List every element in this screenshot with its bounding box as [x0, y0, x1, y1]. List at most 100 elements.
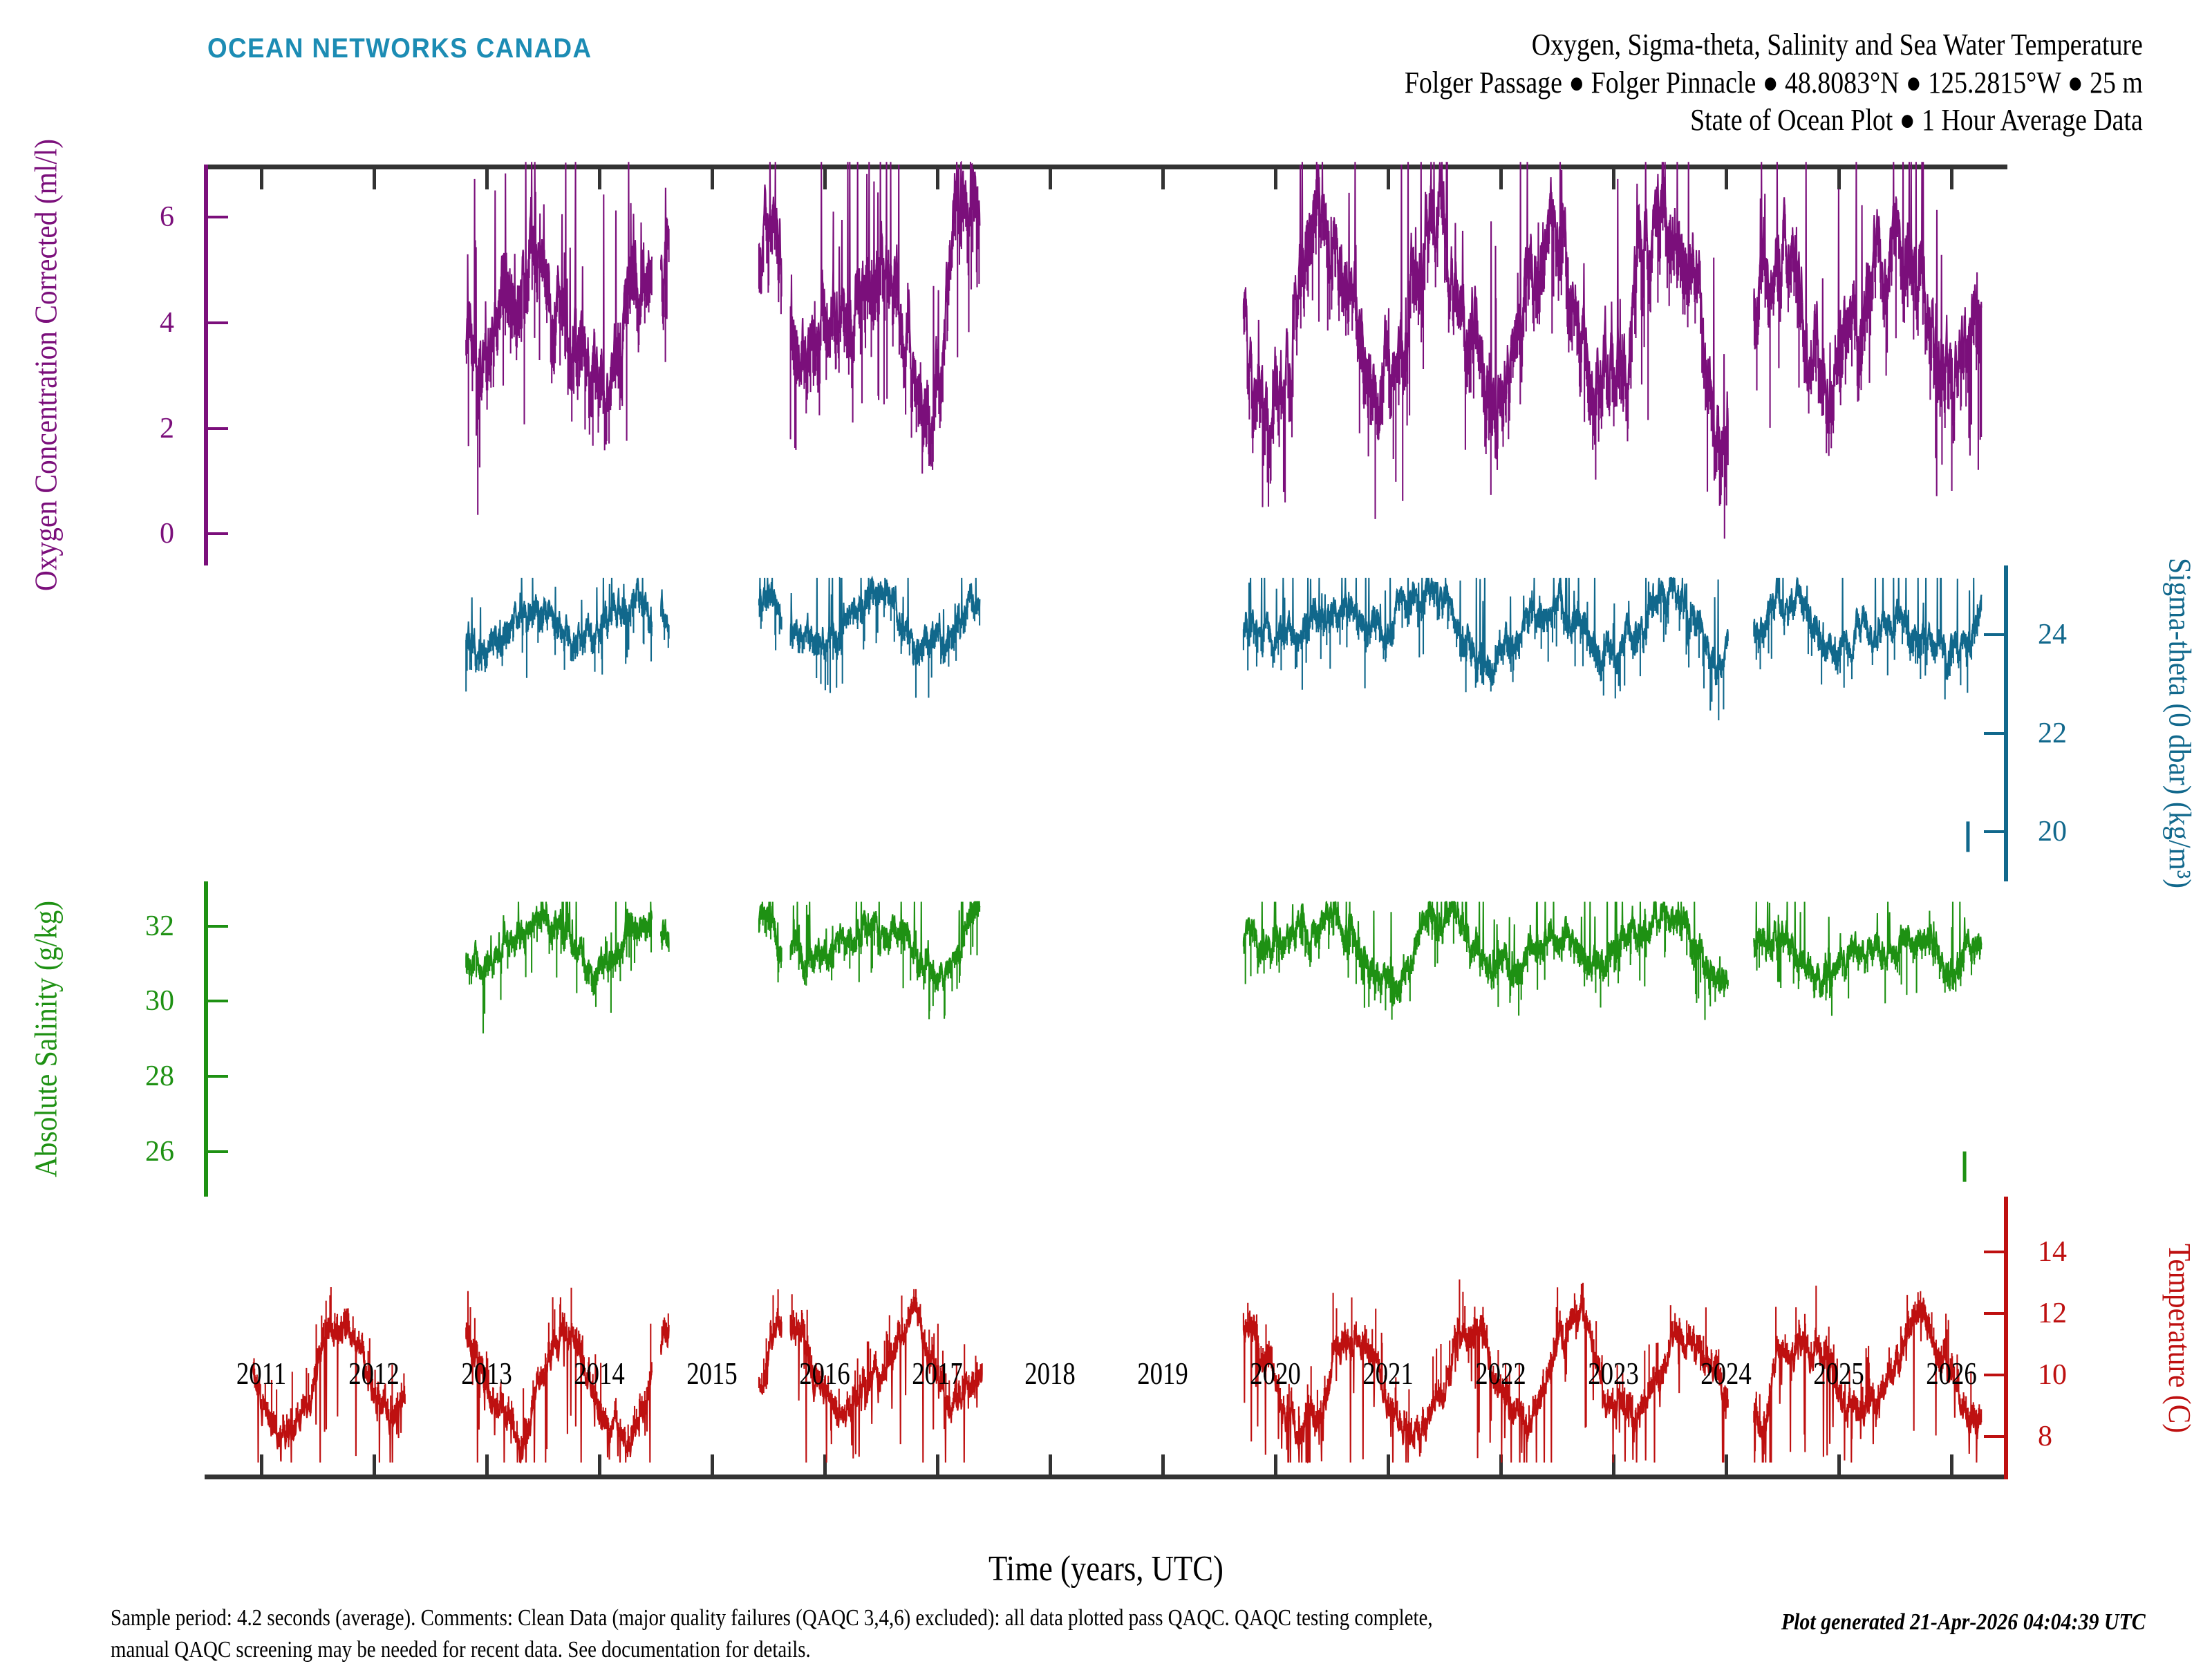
series-segment	[660, 589, 670, 648]
series-segment	[789, 575, 981, 698]
generated-timestamp: Plot generated 21-Apr-2026 04:04:39 UTC	[1781, 1609, 2146, 1635]
series-segment	[758, 162, 782, 315]
x-axis-tick	[597, 1454, 601, 1479]
axis-title: Temperature (C)	[2162, 1243, 2198, 1433]
x-axis-tick	[1273, 1454, 1277, 1479]
x-axis-tick	[1949, 1454, 1953, 1479]
x-axis-tick	[1949, 165, 1953, 189]
series-segment	[465, 1287, 653, 1463]
series-segment	[660, 187, 670, 362]
axis-title: Sigma-theta (0 dbar) (kg/m³)	[2162, 558, 2198, 889]
axis-tick	[205, 1000, 228, 1003]
x-axis-tick	[1837, 1454, 1841, 1479]
x-tick-label: 2011	[236, 1356, 286, 1391]
series-segment	[660, 919, 670, 952]
series-segment	[758, 901, 782, 983]
series-segment	[1753, 901, 1983, 1016]
series-segment	[465, 162, 653, 515]
axis-tick-label: 32	[145, 910, 174, 942]
series-segment	[789, 1289, 983, 1463]
x-axis-tick	[1611, 1454, 1615, 1479]
axis-tick-label: 6	[160, 201, 174, 234]
axis-spine	[204, 165, 208, 566]
x-axis-tick	[935, 1454, 939, 1479]
series-segment	[1242, 1279, 1729, 1463]
series-segment	[789, 901, 981, 1020]
axis-tick-label: 28	[145, 1060, 174, 1093]
x-axis-title: Time (years, UTC)	[988, 1549, 1224, 1589]
series-segment	[660, 1313, 670, 1355]
axis-spine	[2004, 565, 2008, 881]
axis-tick	[205, 1150, 228, 1153]
x-axis-tick	[935, 165, 939, 189]
x-tick-label: 2022	[1474, 1356, 1526, 1391]
axis-tick	[205, 532, 228, 536]
axis-title: Absolute Salinity (g/kg)	[28, 900, 64, 1177]
axis-tick	[1984, 1434, 2007, 1438]
page-title: Oxygen, Sigma-theta, Salinity and Sea Wa…	[1532, 28, 2143, 62]
x-tick-label: 2025	[1812, 1356, 1864, 1391]
x-tick-label: 2019	[1136, 1356, 1188, 1391]
axis-tick	[1984, 731, 2007, 735]
axis-tick	[1984, 1251, 2007, 1254]
axis-tick	[1984, 633, 2007, 636]
x-tick-label: 2012	[348, 1356, 400, 1391]
subtitle-location: Folger Passage ● Folger Pinnacle ● 48.80…	[1405, 65, 2143, 100]
series-segment	[1753, 1285, 1983, 1463]
x-axis-tick	[1499, 1454, 1503, 1479]
x-axis-tick	[1048, 1454, 1052, 1479]
plot-top-spine	[205, 165, 2007, 169]
x-axis-tick	[372, 1454, 376, 1479]
x-axis-tick	[372, 165, 376, 189]
axis-tick-label: 4	[160, 306, 174, 339]
x-axis-tick	[259, 165, 263, 189]
x-axis-tick	[710, 165, 714, 189]
x-tick-label: 2021	[1362, 1356, 1414, 1391]
axis-tick-label: 14	[2038, 1236, 2067, 1269]
series-segment	[1753, 162, 1983, 496]
x-axis-tick	[1724, 165, 1728, 189]
axis-tick	[205, 1075, 228, 1078]
x-axis-tick	[1837, 165, 1841, 189]
x-tick-label: 2015	[686, 1356, 738, 1391]
series-segment	[465, 577, 653, 692]
x-axis-tick	[485, 1454, 489, 1479]
x-axis-tick	[710, 1454, 714, 1479]
series-segment	[789, 161, 981, 474]
x-axis-tick	[1273, 165, 1277, 189]
plot-bottom-spine	[205, 1475, 2007, 1479]
axis-tick	[1984, 1311, 2007, 1315]
footnote: Sample period: 4.2 seconds (average). Co…	[111, 1602, 1721, 1666]
subtitle-plot: State of Ocean Plot ● 1 Hour Average Dat…	[1690, 103, 2143, 138]
footnote-line-2: manual QAQC screening may be needed for …	[111, 1637, 811, 1663]
x-tick-label: 2020	[1249, 1356, 1301, 1391]
x-tick-label: 2018	[1024, 1356, 1076, 1391]
axis-tick-label: 26	[145, 1135, 174, 1168]
axis-tick-label: 22	[2038, 717, 2067, 749]
axis-tick-label: 2	[160, 412, 174, 444]
chart-plot-area: 0 2 4 6 20 22 24 26 28 30 32 8 10 12 14 Oxygen Concent…	[28, 139, 2198, 1479]
data-series	[465, 161, 1983, 539]
x-axis-tick	[1611, 165, 1615, 189]
axis-tick	[205, 427, 228, 430]
series-segment	[1242, 162, 1729, 539]
x-axis-tick	[485, 165, 489, 189]
x-axis-tick	[1048, 165, 1052, 189]
series-segment	[1242, 901, 1729, 1020]
x-axis-tick	[823, 1454, 827, 1479]
x-axis-tick	[1386, 165, 1390, 189]
x-axis-tick	[1499, 165, 1503, 189]
axis-tick-label: 10	[2038, 1358, 2067, 1391]
x-tick-label: 2013	[460, 1356, 512, 1391]
axis-tick	[1984, 1373, 2007, 1376]
title-block: Oxygen, Sigma-theta, Salinity and Sea Wa…	[1284, 26, 2143, 140]
x-axis-tick	[597, 165, 601, 189]
series-segment	[465, 901, 653, 1033]
series-segment	[758, 577, 782, 651]
x-tick-label: 2016	[798, 1356, 850, 1391]
axis-tick-label: 20	[2038, 816, 2067, 848]
data-series	[252, 1279, 1983, 1463]
axis-tick-label: 30	[145, 985, 174, 1018]
x-tick-label: 2017	[911, 1356, 963, 1391]
footnote-line-1: Sample period: 4.2 seconds (average). Co…	[111, 1605, 1433, 1631]
